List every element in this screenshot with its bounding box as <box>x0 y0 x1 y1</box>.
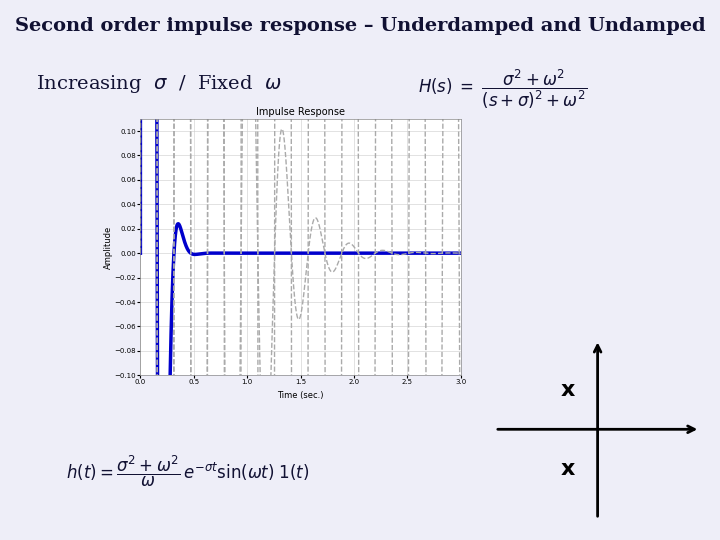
Title: Impulse Response: Impulse Response <box>256 106 345 117</box>
Text: $H(s)\;=\;\dfrac{\sigma^2+\omega^2}{(s+\sigma)^2+\omega^2}$: $H(s)\;=\;\dfrac{\sigma^2+\omega^2}{(s+\… <box>418 68 587 111</box>
Text: x: x <box>560 380 575 400</box>
Text: Increasing  $\sigma$  /  Fixed  $\omega$: Increasing $\sigma$ / Fixed $\omega$ <box>36 73 282 94</box>
Text: $h(t) = \dfrac{\sigma^2+\omega^2}{\omega}\,e^{-\sigma t}\sin(\omega t)\;1(t)$: $h(t) = \dfrac{\sigma^2+\omega^2}{\omega… <box>66 454 309 489</box>
X-axis label: Time (sec.): Time (sec.) <box>277 391 324 400</box>
Y-axis label: Amplitude: Amplitude <box>104 225 113 269</box>
Text: Second order impulse response – Underdamped and Undamped: Second order impulse response – Underdam… <box>14 17 706 35</box>
Text: x: x <box>560 459 575 479</box>
